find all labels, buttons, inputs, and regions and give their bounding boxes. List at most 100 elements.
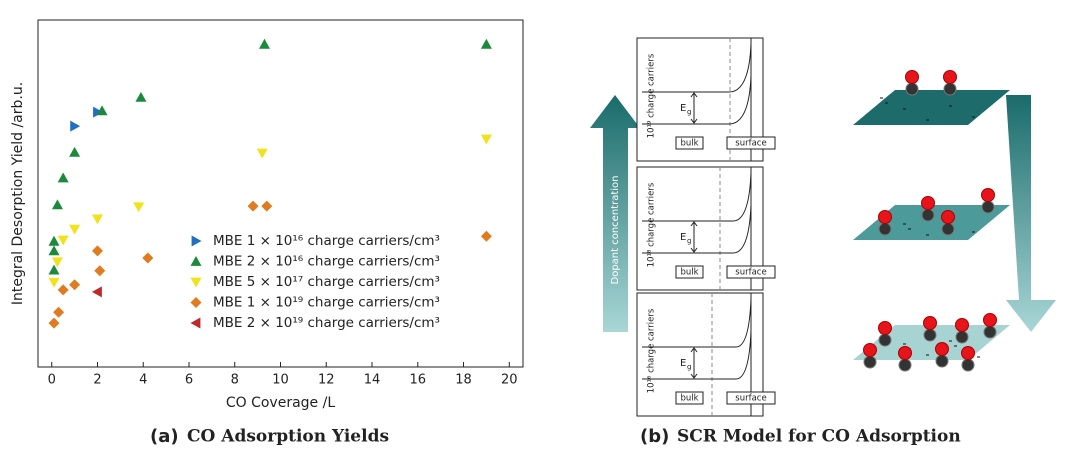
legend-marker bbox=[190, 317, 201, 329]
point bbox=[261, 200, 273, 212]
captions: (a) CO Adsorption Yields (b) SCR Model f… bbox=[150, 426, 961, 447]
point bbox=[57, 235, 69, 246]
point bbox=[70, 120, 81, 132]
carbon-atom bbox=[941, 222, 955, 236]
bulk-box bbox=[675, 391, 704, 405]
point bbox=[48, 317, 60, 329]
carrier-label: 10¹⁶ charge carriers bbox=[647, 308, 657, 393]
surface-box bbox=[726, 136, 776, 150]
bulk-box bbox=[675, 136, 704, 150]
x-axis-title: CO Coverage /L bbox=[226, 395, 335, 411]
carbon-atom bbox=[955, 330, 969, 344]
down-arrow bbox=[1006, 95, 1056, 332]
carbon-atom bbox=[878, 222, 892, 236]
carrier-label: 10¹⁹ charge carriers bbox=[647, 53, 657, 138]
gap-heads bbox=[690, 92, 698, 124]
carbon-atom bbox=[943, 82, 957, 96]
legend-marker bbox=[190, 256, 202, 266]
arrow-label: Dopant concentration bbox=[610, 176, 621, 285]
point bbox=[96, 105, 108, 116]
point bbox=[93, 106, 103, 118]
point bbox=[69, 224, 81, 235]
carbon-atom bbox=[935, 354, 949, 368]
x-tick-label: 6 bbox=[185, 373, 193, 388]
x-tick-label: 0 bbox=[48, 373, 56, 388]
gap-sub: g bbox=[687, 237, 691, 245]
legend-marker bbox=[190, 297, 202, 308]
scatter-plot: 0 2 4 6 8 10 12 14 16 18 20 CO Coverage /L Integral … bbox=[10, 19, 524, 411]
point bbox=[91, 245, 103, 257]
oxygen-atom bbox=[935, 342, 949, 356]
gap-label: E bbox=[680, 232, 686, 243]
bulk-box bbox=[675, 265, 704, 279]
y-axis-title: Integral Desorption Yield /arb.u. bbox=[10, 82, 26, 305]
oxygen-atom bbox=[921, 196, 935, 210]
gap-label: E bbox=[680, 103, 686, 114]
gap-sub: g bbox=[687, 363, 691, 371]
surface-label: surface bbox=[735, 139, 766, 149]
carbon-atom bbox=[878, 333, 892, 347]
carbon-atom bbox=[905, 82, 919, 96]
caption-text: SCR Model for CO Adsorption bbox=[677, 427, 961, 447]
x-tick-label: 18 bbox=[455, 373, 472, 388]
point bbox=[69, 279, 81, 291]
point bbox=[480, 38, 492, 49]
oxygen-atom bbox=[943, 70, 957, 84]
conduction-band bbox=[642, 298, 752, 348]
legend-label: MBE 1 × 10¹⁹ charge carriers/cm³ bbox=[213, 295, 440, 311]
gap-heads bbox=[690, 347, 698, 379]
caption-label: (b) bbox=[640, 426, 669, 447]
gap-label: E bbox=[680, 358, 686, 369]
point bbox=[133, 202, 145, 213]
point bbox=[480, 230, 492, 242]
x-tick-label: 20 bbox=[501, 373, 518, 388]
point bbox=[48, 277, 60, 288]
slab bbox=[853, 90, 1010, 125]
point bbox=[69, 146, 81, 157]
carbon-atom bbox=[981, 200, 995, 214]
legend-marker bbox=[191, 235, 202, 247]
conduction-band bbox=[642, 43, 752, 93]
gap-sub: g bbox=[687, 108, 691, 116]
point bbox=[135, 91, 147, 102]
legend-label: MBE 2 × 10¹⁹ charge carriers/cm³ bbox=[213, 315, 440, 331]
valence-band bbox=[642, 330, 752, 380]
x-tick-label: 2 bbox=[93, 373, 101, 388]
point bbox=[256, 148, 268, 159]
point bbox=[51, 257, 63, 268]
point bbox=[51, 199, 63, 210]
slab bbox=[853, 205, 1010, 240]
legend-label: MBE 2 × 10¹⁶ charge carriers/cm³ bbox=[213, 254, 440, 270]
carbon-atom bbox=[983, 325, 997, 339]
oxygen-atom bbox=[878, 210, 892, 224]
oxygen-atom bbox=[898, 346, 912, 360]
point bbox=[48, 264, 60, 275]
oxygen-atom bbox=[905, 70, 919, 84]
carbon-atom bbox=[961, 358, 975, 372]
oxygen-atom bbox=[941, 210, 955, 224]
point bbox=[142, 252, 154, 264]
surface-label: surface bbox=[735, 394, 766, 404]
legend-marker bbox=[190, 277, 202, 288]
caption-label: (a) bbox=[150, 426, 179, 447]
point bbox=[480, 134, 492, 145]
point bbox=[57, 284, 69, 296]
point bbox=[94, 265, 106, 277]
carbon-atom bbox=[923, 328, 937, 342]
carrier-label: 10¹⁸ charge carriers bbox=[647, 182, 657, 267]
point bbox=[57, 172, 69, 183]
x-tick-label: 16 bbox=[409, 373, 426, 388]
valence-band bbox=[642, 75, 752, 125]
oxygen-atom bbox=[981, 188, 995, 202]
oxygen-atom bbox=[923, 316, 937, 330]
arrow-label: CO coverage bbox=[1037, 186, 1048, 250]
carbon-atom bbox=[921, 208, 935, 222]
oxygen-atom bbox=[983, 313, 997, 327]
oxygen-atom bbox=[955, 318, 969, 332]
carbon-atom bbox=[898, 358, 912, 372]
carbon-atom bbox=[863, 355, 877, 369]
surface-box bbox=[726, 265, 776, 279]
x-tick-label: 4 bbox=[139, 373, 147, 388]
